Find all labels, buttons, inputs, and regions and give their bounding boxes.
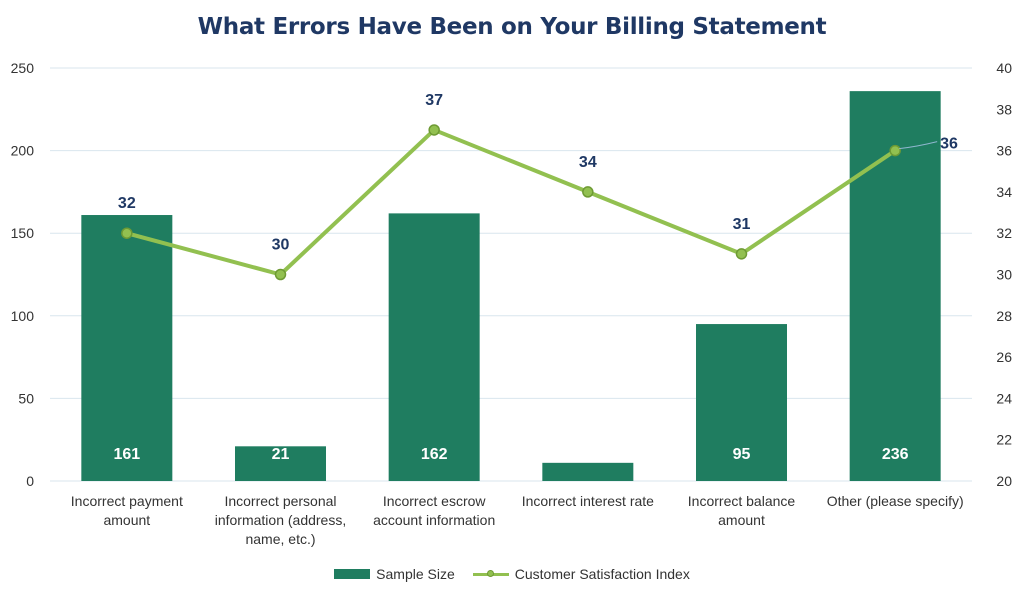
y-right-tick-label: 34 bbox=[996, 184, 1012, 200]
x-tick-label: Incorrect interest rate bbox=[522, 493, 654, 509]
y-right-tick-label: 38 bbox=[996, 101, 1012, 117]
line-point bbox=[121, 227, 133, 239]
line-point bbox=[274, 268, 287, 281]
bar bbox=[81, 215, 173, 481]
legend-item-bar-series: Sample Size bbox=[334, 566, 455, 582]
bar bbox=[542, 462, 634, 481]
y-right-tick-label: 36 bbox=[996, 143, 1012, 159]
y-right-tick-label: 30 bbox=[996, 267, 1012, 283]
x-tick-label: Incorrect escrow bbox=[383, 493, 487, 509]
bar bbox=[388, 213, 480, 481]
bar-data-label: 11 bbox=[579, 446, 596, 463]
line-data-label: 30 bbox=[272, 237, 290, 254]
line-data-label: 32 bbox=[118, 195, 136, 212]
x-tick-label: Incorrect personal bbox=[224, 493, 336, 509]
line-point bbox=[428, 124, 440, 136]
y-right-tick-label: 26 bbox=[996, 349, 1012, 365]
legend-label-line-series: Customer Satisfaction Index bbox=[514, 566, 690, 582]
line-data-label: 36 bbox=[940, 136, 958, 153]
x-tick-label: amount bbox=[103, 512, 150, 528]
x-tick-label: name, etc.) bbox=[245, 531, 315, 547]
y-left-tick-label: 250 bbox=[11, 60, 35, 76]
y-right-tick-label: 24 bbox=[996, 390, 1012, 406]
legend-item-line-series: Customer Satisfaction Index bbox=[472, 566, 690, 582]
x-tick-label: information (address, bbox=[215, 512, 347, 528]
line-data-label: 34 bbox=[579, 154, 597, 171]
chart-title: What Errors Have Been on Your Billing St… bbox=[197, 14, 827, 40]
legend-bar-swatch bbox=[334, 569, 371, 579]
line-point bbox=[582, 186, 594, 198]
bar-data-label: 161 bbox=[113, 446, 140, 463]
y-right-tick-label: 40 bbox=[996, 60, 1012, 76]
bar bbox=[235, 446, 326, 481]
bar bbox=[696, 324, 787, 481]
bar-data-label: 95 bbox=[733, 446, 751, 463]
x-tick-label: account information bbox=[373, 512, 495, 528]
y-right-tick-label: 20 bbox=[996, 473, 1012, 489]
x-tick-label: amount bbox=[718, 512, 765, 528]
y-left-tick-label: 100 bbox=[11, 308, 35, 324]
y-right-tick-label: 32 bbox=[996, 225, 1012, 241]
line-point bbox=[889, 144, 901, 157]
bar-data-label: 21 bbox=[272, 446, 290, 463]
y-right-tick-label: 28 bbox=[996, 308, 1012, 324]
legend-label-bar-series: Sample Size bbox=[376, 566, 455, 582]
line-data-label: 37 bbox=[425, 92, 443, 109]
line-data-label: 31 bbox=[733, 216, 751, 233]
y-left-tick-label: 0 bbox=[26, 473, 34, 489]
legend-line-swatch bbox=[472, 569, 509, 579]
x-tick-label: Other (please specify) bbox=[827, 493, 964, 509]
x-tick-label: Incorrect balance bbox=[688, 493, 796, 509]
line-series bbox=[126, 127, 897, 277]
bar-data-label: 162 bbox=[421, 446, 448, 463]
legend: Sample Size Customer Satisfaction Index bbox=[0, 566, 1024, 582]
y-left-tick-label: 200 bbox=[11, 143, 35, 159]
y-left-tick-label: 150 bbox=[11, 225, 35, 241]
line-point bbox=[735, 248, 748, 260]
y-left-tick-label: 50 bbox=[18, 390, 34, 406]
bar-data-label: 236 bbox=[882, 446, 909, 463]
data-label-leader bbox=[899, 141, 938, 150]
x-tick-label: Incorrect payment bbox=[71, 493, 183, 509]
chart-plot: 0 50 100 150 200 250 20 22 24 26 28 30 32 34 36 38 40 161… bbox=[11, 60, 1013, 547]
y-right-tick-label: 22 bbox=[996, 432, 1012, 448]
